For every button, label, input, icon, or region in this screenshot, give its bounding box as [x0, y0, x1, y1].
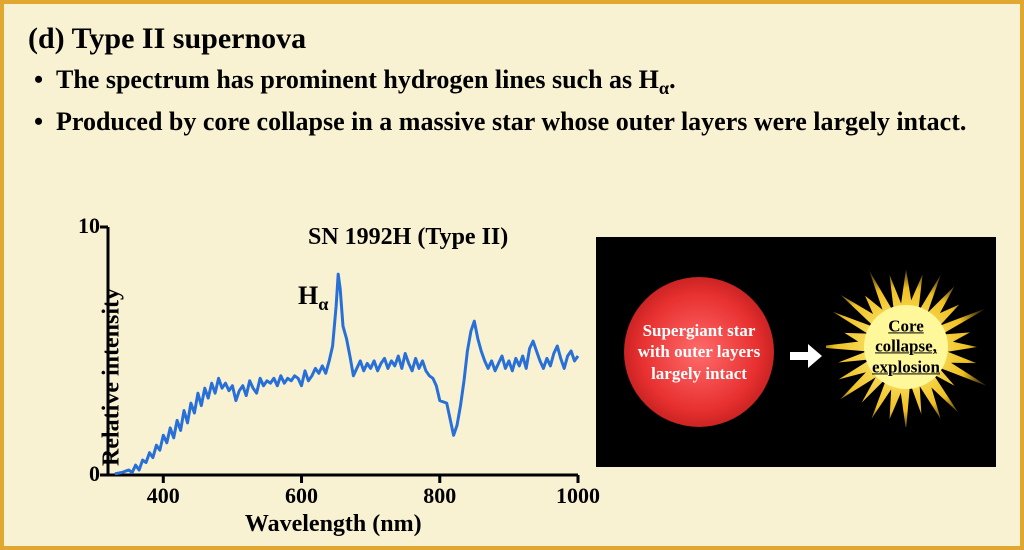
- panel-label: (d): [28, 22, 65, 55]
- content-row: Relative intensity SN 1992H (Type II) Hα…: [28, 219, 996, 526]
- bullet-1-text: The spectrum has prominent hydrogen line…: [56, 65, 659, 94]
- bullet-1-sub: α: [659, 78, 669, 98]
- panel-d: (d) Type II supernova The spectrum has p…: [0, 0, 1024, 550]
- xtick: 800: [423, 483, 456, 509]
- bullet-2: Produced by core collapse in a massive s…: [34, 106, 996, 139]
- spectrum-chart: Relative intensity SN 1992H (Type II) Hα…: [28, 219, 583, 534]
- panel-title: (d) Type II supernova: [28, 22, 996, 56]
- progenitor-diagram: Supergiant star with outer layers largel…: [596, 237, 996, 467]
- panel-title-text: Type II supernova: [72, 22, 307, 55]
- ytick: 0: [60, 461, 100, 487]
- xtick: 400: [147, 483, 180, 509]
- chart-svg: [28, 219, 583, 509]
- chart-peak-label: Hα: [298, 281, 328, 315]
- chart-title: SN 1992H (Type II): [308, 224, 508, 251]
- bullet-1: The spectrum has prominent hydrogen line…: [34, 64, 996, 100]
- explosion-label: Core collapse, explosion: [866, 316, 946, 377]
- peak-label-sub: α: [318, 294, 328, 314]
- bullet-1-suffix: .: [669, 65, 676, 94]
- peak-label-text: H: [298, 281, 318, 310]
- explosion-icon: Core collapse, explosion: [826, 267, 986, 427]
- supergiant-star-icon: Supergiant star with outer layers largel…: [624, 277, 774, 427]
- supergiant-star-label: Supergiant star with outer layers largel…: [624, 312, 774, 392]
- xtick: 1000: [556, 483, 600, 509]
- xtick: 600: [285, 483, 318, 509]
- arrow-icon: [788, 341, 824, 371]
- bullet-2-text: Produced by core collapse in a massive s…: [56, 107, 966, 136]
- chart-xlabel: Wavelength (nm): [245, 511, 422, 538]
- ytick: 10: [60, 213, 100, 239]
